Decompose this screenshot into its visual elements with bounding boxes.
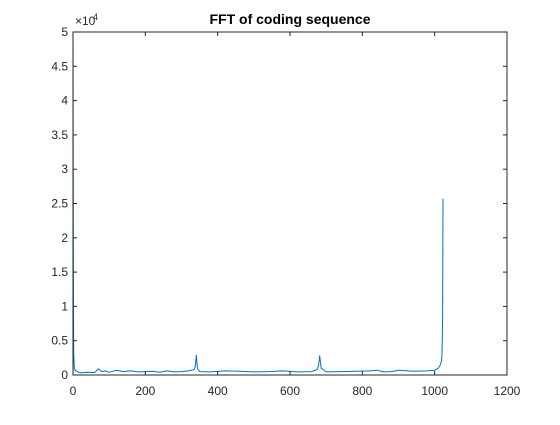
y-tick-label: 2 — [61, 231, 68, 245]
y-exponent-power: 4 — [93, 12, 98, 22]
y-tick-label: 3 — [61, 162, 68, 176]
chart-title: FFT of coding sequence — [209, 11, 370, 27]
y-tick-label: 3.5 — [51, 128, 68, 142]
series-line — [72, 31, 444, 374]
x-axis: 0 200 400 600 800 1000 1200 — [70, 32, 521, 398]
y-tick-label: 4 — [61, 94, 68, 108]
plot-area — [73, 32, 507, 375]
y-tick-label: 5 — [61, 25, 68, 39]
y-tick-label: 1 — [61, 299, 68, 313]
x-tick-label: 1200 — [494, 384, 521, 398]
y-tick-label: 1.5 — [51, 265, 68, 279]
y-tick-label: 0 — [61, 368, 68, 382]
x-tick-label: 200 — [135, 384, 155, 398]
y-tick-label: 2.5 — [51, 197, 68, 211]
x-tick-label: 600 — [280, 384, 300, 398]
y-axis: 0 0.5 1 1.5 2 2.5 3 3.5 4 4.5 5 — [51, 25, 507, 382]
y-exponent-base: ×10 — [75, 14, 96, 28]
x-tick-label: 1000 — [421, 384, 448, 398]
y-exponent: ×10 4 — [75, 12, 98, 28]
x-tick-label: 800 — [352, 384, 372, 398]
y-tick-label: 4.5 — [51, 59, 68, 73]
series-group — [72, 31, 444, 374]
x-tick-label: 400 — [208, 384, 228, 398]
y-tick-label: 0.5 — [51, 334, 68, 348]
x-tick-label: 0 — [70, 384, 77, 398]
